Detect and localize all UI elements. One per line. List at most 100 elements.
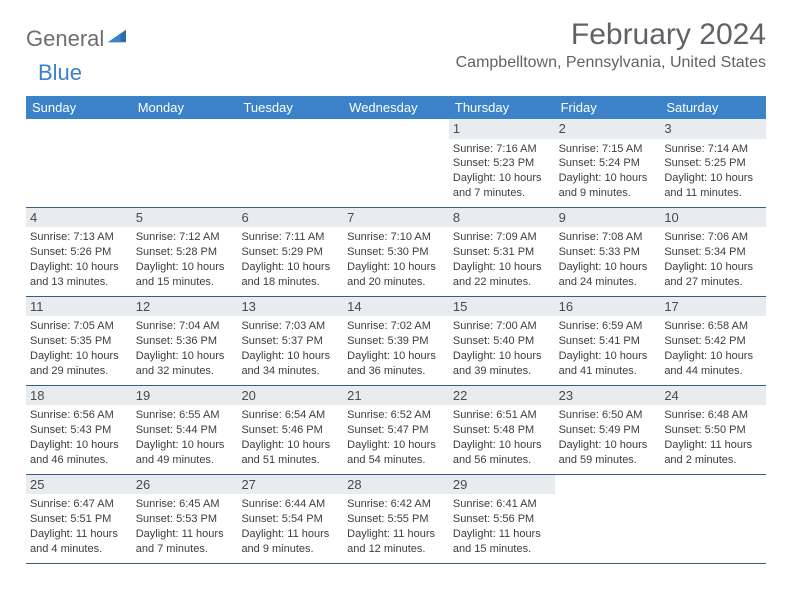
day-info: Sunrise: 6:48 AMSunset: 5:50 PMDaylight:… [664,408,762,467]
day-info: Sunrise: 6:56 AMSunset: 5:43 PMDaylight:… [30,408,128,467]
day-info: Sunrise: 6:50 AMSunset: 5:49 PMDaylight:… [559,408,657,467]
day-header: Tuesday [237,96,343,119]
day-number: 11 [26,297,132,317]
day-info: Sunrise: 6:52 AMSunset: 5:47 PMDaylight:… [347,408,445,467]
week-row: 25Sunrise: 6:47 AMSunset: 5:51 PMDayligh… [26,475,766,564]
day-cell: 19Sunrise: 6:55 AMSunset: 5:44 PMDayligh… [132,386,238,474]
day-cell: 8Sunrise: 7:09 AMSunset: 5:31 PMDaylight… [449,208,555,296]
day-number: 9 [555,208,661,228]
day-cell: 24Sunrise: 6:48 AMSunset: 5:50 PMDayligh… [660,386,766,474]
day-number: 8 [449,208,555,228]
day-number: 25 [26,475,132,495]
logo-text-general: General [26,26,104,52]
day-info: Sunrise: 7:16 AMSunset: 5:23 PMDaylight:… [453,142,551,201]
day-cell: 25Sunrise: 6:47 AMSunset: 5:51 PMDayligh… [26,475,132,563]
logo-triangle-icon [108,29,126,43]
title-block: February 2024 Campbelltown, Pennsylvania… [456,18,766,72]
day-header-row: SundayMondayTuesdayWednesdayThursdayFrid… [26,96,766,119]
day-number: 20 [237,386,343,406]
day-cell: 6Sunrise: 7:11 AMSunset: 5:29 PMDaylight… [237,208,343,296]
day-number: 29 [449,475,555,495]
day-header: Thursday [449,96,555,119]
day-number: 21 [343,386,449,406]
location-text: Campbelltown, Pennsylvania, United State… [456,54,766,72]
day-cell: 20Sunrise: 6:54 AMSunset: 5:46 PMDayligh… [237,386,343,474]
day-header: Wednesday [343,96,449,119]
day-info: Sunrise: 6:41 AMSunset: 5:56 PMDaylight:… [453,497,551,556]
day-number: 1 [449,119,555,139]
day-cell: 1 Sunrise: 7:16 AMSunset: 5:23 PMDaylight… [449,119,555,207]
calendar-page: General February 2024 Campbelltown, Penn… [0,0,792,582]
empty-cell [660,475,766,563]
day-info: Sunrise: 6:42 AMSunset: 5:55 PMDaylight:… [347,497,445,556]
week-row: 1 Sunrise: 7:16 AMSunset: 5:23 PMDaylight… [26,119,766,208]
day-info: Sunrise: 7:13 AMSunset: 5:26 PMDaylight:… [30,230,128,289]
empty-cell [555,475,661,563]
day-cell: 17Sunrise: 6:58 AMSunset: 5:42 PMDayligh… [660,297,766,385]
day-cell: 26Sunrise: 6:45 AMSunset: 5:53 PMDayligh… [132,475,238,563]
day-cell: 2 Sunrise: 7:15 AMSunset: 5:24 PMDaylight… [555,119,661,207]
logo: General [26,18,128,52]
day-number: 6 [237,208,343,228]
week-row: 11Sunrise: 7:05 AMSunset: 5:35 PMDayligh… [26,297,766,386]
logo-text-blue: Blue [38,60,82,86]
day-number: 4 [26,208,132,228]
empty-cell [132,119,238,207]
weeks-container: 1 Sunrise: 7:16 AMSunset: 5:23 PMDaylight… [26,119,766,564]
week-row: 18Sunrise: 6:56 AMSunset: 5:43 PMDayligh… [26,386,766,475]
day-number: 12 [132,297,238,317]
day-number: 24 [660,386,766,406]
day-header: Sunday [26,96,132,119]
day-cell: 5Sunrise: 7:12 AMSunset: 5:28 PMDaylight… [132,208,238,296]
day-info: Sunrise: 6:47 AMSunset: 5:51 PMDaylight:… [30,497,128,556]
day-cell: 18Sunrise: 6:56 AMSunset: 5:43 PMDayligh… [26,386,132,474]
empty-cell [26,119,132,207]
day-cell: 16Sunrise: 6:59 AMSunset: 5:41 PMDayligh… [555,297,661,385]
day-cell: 13Sunrise: 7:03 AMSunset: 5:37 PMDayligh… [237,297,343,385]
week-row: 4Sunrise: 7:13 AMSunset: 5:26 PMDaylight… [26,208,766,297]
day-info: Sunrise: 6:44 AMSunset: 5:54 PMDaylight:… [241,497,339,556]
day-cell: 15Sunrise: 7:00 AMSunset: 5:40 PMDayligh… [449,297,555,385]
day-cell: 12Sunrise: 7:04 AMSunset: 5:36 PMDayligh… [132,297,238,385]
day-number: 5 [132,208,238,228]
day-cell: 9Sunrise: 7:08 AMSunset: 5:33 PMDaylight… [555,208,661,296]
day-cell: 14Sunrise: 7:02 AMSunset: 5:39 PMDayligh… [343,297,449,385]
day-number: 23 [555,386,661,406]
day-cell: 22Sunrise: 6:51 AMSunset: 5:48 PMDayligh… [449,386,555,474]
day-number: 22 [449,386,555,406]
day-number: 3 [660,119,766,139]
day-number: 18 [26,386,132,406]
day-info: Sunrise: 7:00 AMSunset: 5:40 PMDaylight:… [453,319,551,378]
day-info: Sunrise: 7:04 AMSunset: 5:36 PMDaylight:… [136,319,234,378]
day-cell: 7Sunrise: 7:10 AMSunset: 5:30 PMDaylight… [343,208,449,296]
day-info: Sunrise: 7:06 AMSunset: 5:34 PMDaylight:… [664,230,762,289]
day-number: 2 [555,119,661,139]
day-info: Sunrise: 7:02 AMSunset: 5:39 PMDaylight:… [347,319,445,378]
day-cell: 11Sunrise: 7:05 AMSunset: 5:35 PMDayligh… [26,297,132,385]
day-header: Saturday [660,96,766,119]
day-cell: 10Sunrise: 7:06 AMSunset: 5:34 PMDayligh… [660,208,766,296]
day-cell: 23Sunrise: 6:50 AMSunset: 5:49 PMDayligh… [555,386,661,474]
day-info: Sunrise: 6:58 AMSunset: 5:42 PMDaylight:… [664,319,762,378]
day-info: Sunrise: 6:54 AMSunset: 5:46 PMDaylight:… [241,408,339,467]
day-cell: 4Sunrise: 7:13 AMSunset: 5:26 PMDaylight… [26,208,132,296]
day-info: Sunrise: 6:55 AMSunset: 5:44 PMDaylight:… [136,408,234,467]
day-number: 26 [132,475,238,495]
day-info: Sunrise: 7:12 AMSunset: 5:28 PMDaylight:… [136,230,234,289]
day-number: 28 [343,475,449,495]
day-info: Sunrise: 7:05 AMSunset: 5:35 PMDaylight:… [30,319,128,378]
day-info: Sunrise: 6:51 AMSunset: 5:48 PMDaylight:… [453,408,551,467]
day-number: 15 [449,297,555,317]
day-number: 14 [343,297,449,317]
day-header: Monday [132,96,238,119]
day-number: 7 [343,208,449,228]
day-cell: 21Sunrise: 6:52 AMSunset: 5:47 PMDayligh… [343,386,449,474]
calendar-grid: SundayMondayTuesdayWednesdayThursdayFrid… [26,96,766,564]
day-cell: 28Sunrise: 6:42 AMSunset: 5:55 PMDayligh… [343,475,449,563]
day-info: Sunrise: 7:15 AMSunset: 5:24 PMDaylight:… [559,142,657,201]
day-cell: 29Sunrise: 6:41 AMSunset: 5:56 PMDayligh… [449,475,555,563]
day-info: Sunrise: 7:08 AMSunset: 5:33 PMDaylight:… [559,230,657,289]
day-number: 13 [237,297,343,317]
day-cell: 3 Sunrise: 7:14 AMSunset: 5:25 PMDaylight… [660,119,766,207]
day-info: Sunrise: 7:14 AMSunset: 5:25 PMDaylight:… [664,142,762,201]
